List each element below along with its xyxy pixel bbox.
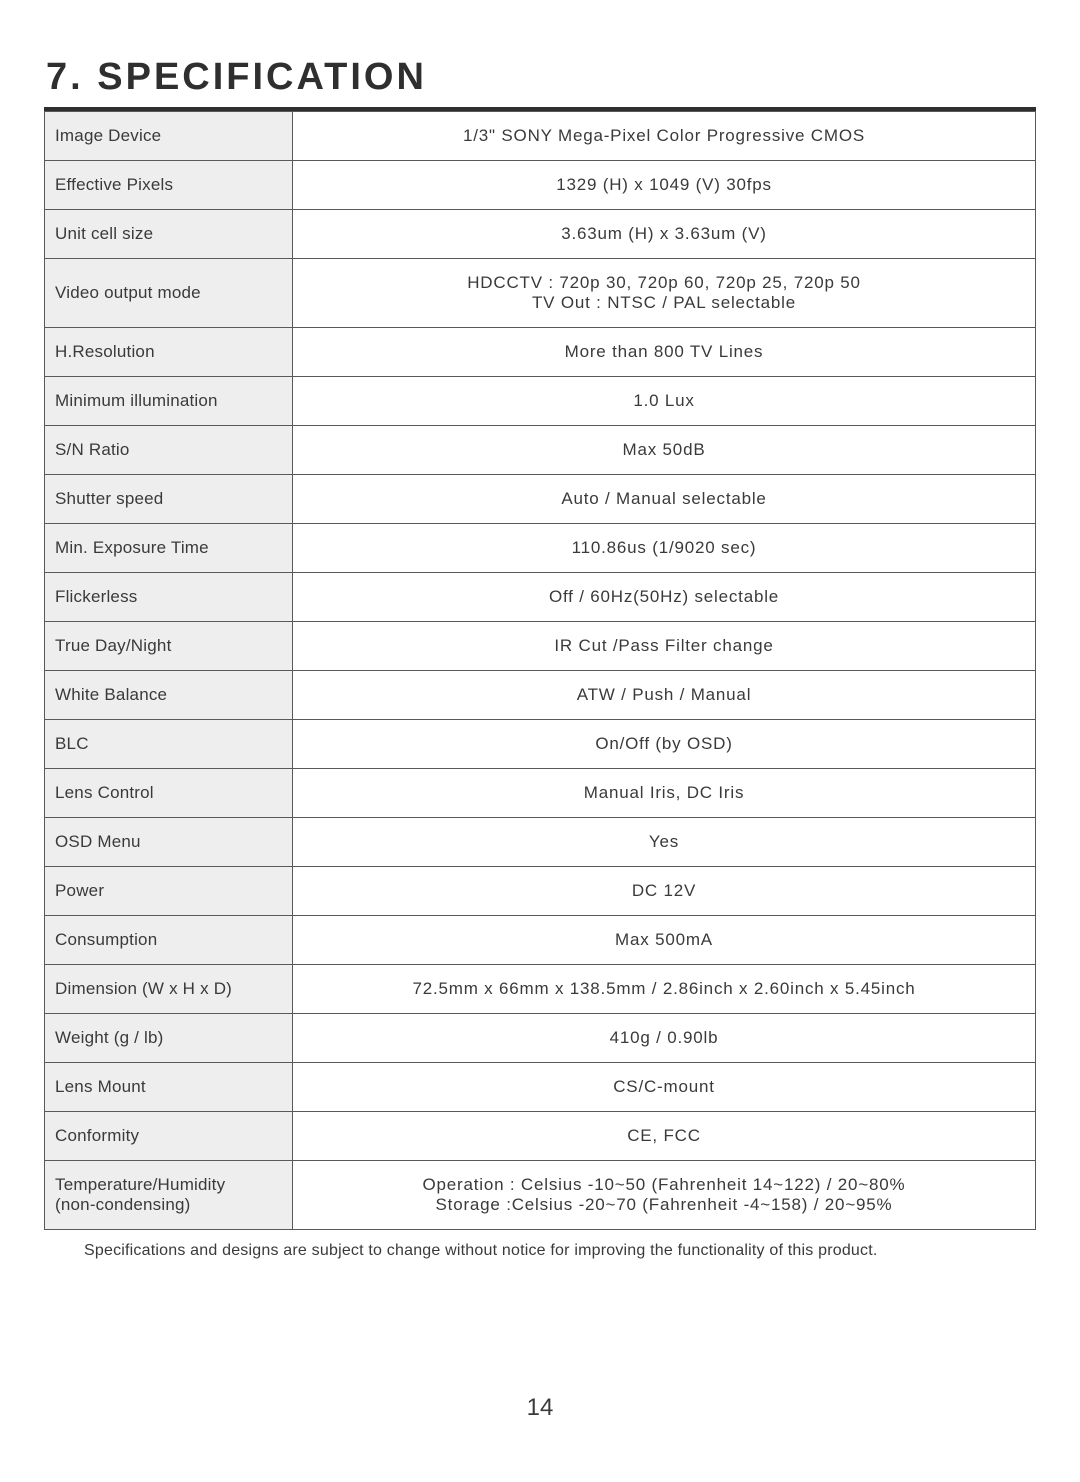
spec-value: 72.5mm x 66mm x 138.5mm / 2.86inch x 2.6… xyxy=(293,965,1036,1014)
spec-label: Lens Control xyxy=(45,769,293,818)
spec-value: Yes xyxy=(293,818,1036,867)
table-row: Temperature/Humidity(non-condensing)Oper… xyxy=(45,1161,1036,1230)
table-row: Shutter speedAuto / Manual selectable xyxy=(45,475,1036,524)
spec-value: Operation : Celsius -10~50 (Fahrenheit 1… xyxy=(293,1161,1036,1230)
table-row: BLCOn/Off (by OSD) xyxy=(45,720,1036,769)
spec-label: Weight (g / lb) xyxy=(45,1014,293,1063)
footnote: Specifications and designs are subject t… xyxy=(84,1242,1036,1260)
spec-label: True Day/Night xyxy=(45,622,293,671)
spec-label: Unit cell size xyxy=(45,210,293,259)
spec-value: DC 12V xyxy=(293,867,1036,916)
spec-value: 3.63um (H) x 3.63um (V) xyxy=(293,210,1036,259)
table-row: Video output modeHDCCTV : 720p 30, 720p … xyxy=(45,259,1036,328)
spec-label: Power xyxy=(45,867,293,916)
spec-label: Dimension (W x H x D) xyxy=(45,965,293,1014)
table-row: Minimum illumination1.0 Lux xyxy=(45,377,1036,426)
table-row: FlickerlessOff / 60Hz(50Hz) selectable xyxy=(45,573,1036,622)
table-row: ConformityCE, FCC xyxy=(45,1112,1036,1161)
spec-label: Conformity xyxy=(45,1112,293,1161)
spec-value: Auto / Manual selectable xyxy=(293,475,1036,524)
spec-value: Max 50dB xyxy=(293,426,1036,475)
spec-value: CS/C-mount xyxy=(293,1063,1036,1112)
table-row: H.ResolutionMore than 800 TV Lines xyxy=(45,328,1036,377)
spec-value: IR Cut /Pass Filter change xyxy=(293,622,1036,671)
table-row: Unit cell size3.63um (H) x 3.63um (V) xyxy=(45,210,1036,259)
spec-label: Video output mode xyxy=(45,259,293,328)
spec-value: Manual Iris, DC Iris xyxy=(293,769,1036,818)
table-row: PowerDC 12V xyxy=(45,867,1036,916)
section-title: 7. SPECIFICATION xyxy=(46,56,1036,99)
table-row: OSD MenuYes xyxy=(45,818,1036,867)
spec-table: Image Device1/3" SONY Mega-Pixel Color P… xyxy=(44,111,1036,1230)
spec-value: Max 500mA xyxy=(293,916,1036,965)
spec-label: Effective Pixels xyxy=(45,161,293,210)
spec-label: H.Resolution xyxy=(45,328,293,377)
spec-label: Flickerless xyxy=(45,573,293,622)
page-number: 14 xyxy=(0,1394,1080,1422)
spec-label: Temperature/Humidity(non-condensing) xyxy=(45,1161,293,1230)
spec-value: Off / 60Hz(50Hz) selectable xyxy=(293,573,1036,622)
spec-value: On/Off (by OSD) xyxy=(293,720,1036,769)
table-row: Lens MountCS/C-mount xyxy=(45,1063,1036,1112)
table-row: True Day/NightIR Cut /Pass Filter change xyxy=(45,622,1036,671)
spec-label: BLC xyxy=(45,720,293,769)
table-row: Lens ControlManual Iris, DC Iris xyxy=(45,769,1036,818)
spec-value: 410g / 0.90lb xyxy=(293,1014,1036,1063)
spec-value: 1329 (H) x 1049 (V) 30fps xyxy=(293,161,1036,210)
spec-value: CE, FCC xyxy=(293,1112,1036,1161)
spec-label: White Balance xyxy=(45,671,293,720)
spec-value: 1.0 Lux xyxy=(293,377,1036,426)
spec-label: Image Device xyxy=(45,112,293,161)
page: 7. SPECIFICATION Image Device1/3" SONY M… xyxy=(0,0,1080,1482)
spec-label: Min. Exposure Time xyxy=(45,524,293,573)
table-row: Image Device1/3" SONY Mega-Pixel Color P… xyxy=(45,112,1036,161)
table-row: White BalanceATW / Push / Manual xyxy=(45,671,1036,720)
spec-value: 1/3" SONY Mega-Pixel Color Progressive C… xyxy=(293,112,1036,161)
spec-value: More than 800 TV Lines xyxy=(293,328,1036,377)
spec-value: ATW / Push / Manual xyxy=(293,671,1036,720)
table-row: Dimension (W x H x D)72.5mm x 66mm x 138… xyxy=(45,965,1036,1014)
spec-value: HDCCTV : 720p 30, 720p 60, 720p 25, 720p… xyxy=(293,259,1036,328)
spec-label: Consumption xyxy=(45,916,293,965)
table-row: ConsumptionMax 500mA xyxy=(45,916,1036,965)
spec-label: Shutter speed xyxy=(45,475,293,524)
spec-label: Minimum illumination xyxy=(45,377,293,426)
spec-label: S/N Ratio xyxy=(45,426,293,475)
spec-label: Lens Mount xyxy=(45,1063,293,1112)
table-row: Weight (g / lb)410g / 0.90lb xyxy=(45,1014,1036,1063)
table-row: Min. Exposure Time110.86us (1/9020 sec) xyxy=(45,524,1036,573)
spec-label: OSD Menu xyxy=(45,818,293,867)
table-row: S/N RatioMax 50dB xyxy=(45,426,1036,475)
spec-value: 110.86us (1/9020 sec) xyxy=(293,524,1036,573)
table-row: Effective Pixels1329 (H) x 1049 (V) 30fp… xyxy=(45,161,1036,210)
